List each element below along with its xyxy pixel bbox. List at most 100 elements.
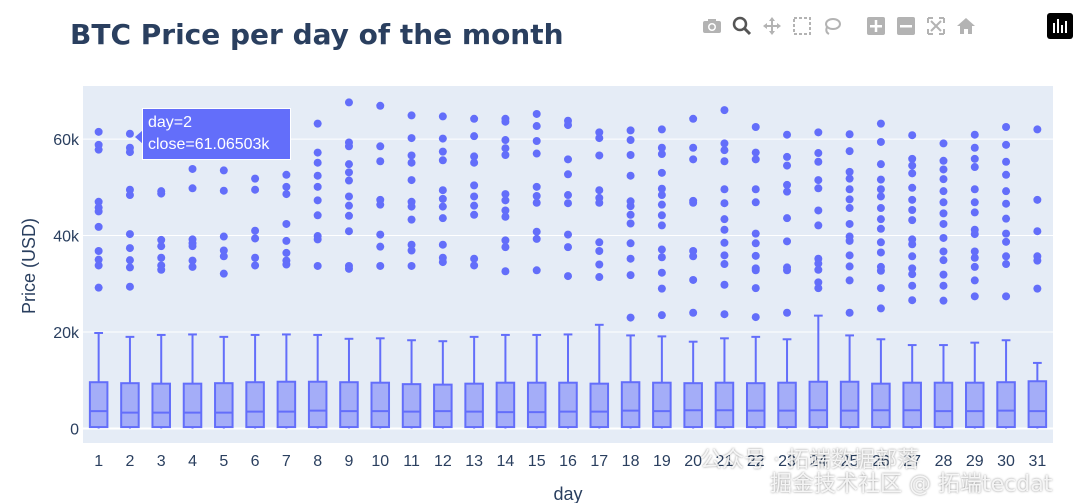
outlier-point: [407, 261, 416, 270]
outlier-point: [626, 171, 635, 180]
outlier-point: [970, 154, 979, 163]
box-day-29: [965, 130, 985, 429]
outlier-point: [188, 262, 197, 271]
outlier-point: [939, 165, 948, 174]
outlier-point: [438, 214, 447, 223]
outlier-point: [908, 131, 917, 140]
box-iqr: [245, 381, 265, 429]
x-tick-label: 14: [497, 453, 515, 470]
box-day-24: [808, 128, 829, 429]
outlier-point: [657, 125, 666, 134]
outlier-point: [814, 259, 823, 268]
outlier-point: [251, 261, 260, 270]
outlier-point: [344, 176, 353, 185]
outlier-point: [282, 236, 291, 245]
outlier-point: [470, 201, 479, 210]
box-iqr: [902, 381, 922, 429]
outlier-point: [814, 184, 823, 193]
x-tick-label: 5: [219, 453, 228, 470]
box-day-10: [370, 101, 391, 429]
x-tick-label: 1: [94, 453, 103, 470]
outlier-point: [939, 209, 948, 218]
outlier-point: [814, 221, 823, 230]
outlier-point: [876, 224, 885, 233]
x-tick-label: 15: [528, 453, 546, 470]
outlier-point: [814, 278, 823, 287]
plotly-logo-icon[interactable]: [1047, 13, 1073, 39]
x-tick-label: 23: [778, 453, 796, 470]
y-axis-label: Price (USD): [19, 218, 39, 314]
box-iqr: [683, 382, 703, 429]
zoom-out-icon[interactable]: [894, 14, 918, 38]
outlier-point: [470, 132, 479, 141]
outlier-point: [376, 200, 385, 209]
pan-icon[interactable]: [760, 14, 784, 38]
outlier-point: [407, 151, 416, 160]
outlier-point: [188, 164, 197, 173]
outlier-point: [313, 211, 322, 220]
camera-icon[interactable]: [700, 14, 724, 38]
box-iqr: [714, 381, 735, 429]
outlier-point: [438, 240, 447, 249]
outlier-point: [376, 242, 385, 251]
box-select-icon[interactable]: [790, 14, 814, 38]
outlier-point: [438, 156, 447, 165]
outlier-point: [626, 150, 635, 159]
box-iqr: [339, 381, 359, 429]
outlier-point: [783, 266, 792, 275]
outlier-point: [157, 242, 166, 251]
outlier-point: [438, 258, 447, 267]
box-iqr: [88, 381, 109, 429]
outlier-point: [970, 208, 979, 217]
zoom-in-icon[interactable]: [864, 14, 888, 38]
outlier-point: [470, 181, 479, 190]
outlier-point: [626, 239, 635, 248]
hover-tooltip: day=2 close=61.06503k: [142, 108, 291, 160]
outlier-point: [251, 253, 260, 262]
outlier-point: [845, 130, 854, 139]
outlier-point: [1002, 140, 1011, 149]
zoom-icon[interactable]: [730, 14, 754, 38]
lasso-icon[interactable]: [820, 14, 844, 38]
outlier-point: [501, 150, 510, 159]
x-tick-label: 30: [997, 453, 1015, 470]
outlier-point: [908, 216, 917, 225]
outlier-point: [344, 168, 353, 177]
outlier-point: [344, 211, 353, 220]
outlier-point: [939, 175, 948, 184]
outlier-point: [657, 211, 666, 220]
box-iqr: [996, 381, 1016, 429]
outlier-point: [970, 130, 979, 139]
box-iqr: [589, 382, 610, 429]
outlier-point: [939, 233, 948, 242]
outlier-point: [970, 230, 979, 239]
box-iqr: [745, 382, 766, 429]
outlier-point: [1002, 260, 1011, 269]
outlier-point: [939, 296, 948, 305]
outlier-point: [125, 230, 134, 239]
x-tick-label: 10: [371, 453, 389, 470]
outlier-point: [470, 192, 479, 201]
outlier-point: [532, 198, 541, 207]
outlier-point: [219, 186, 228, 195]
outlier-point: [407, 111, 416, 120]
outlier-point: [1002, 199, 1011, 208]
outlier-point: [783, 308, 792, 317]
tooltip-close: close=61.06503k: [148, 136, 270, 153]
x-tick-label: 17: [590, 453, 608, 470]
outlier-point: [282, 190, 291, 199]
outlier-point: [595, 238, 604, 247]
autoscale-icon[interactable]: [924, 14, 948, 38]
outlier-point: [845, 308, 854, 317]
outlier-point: [344, 142, 353, 151]
outlier-point: [407, 202, 416, 211]
outlier-point: [845, 204, 854, 213]
outlier-point: [876, 119, 885, 128]
x-tick-label: 4: [188, 453, 197, 470]
outlier-point: [626, 202, 635, 211]
outlier-point: [532, 149, 541, 158]
outlier-point: [876, 304, 885, 313]
outlier-point: [157, 189, 166, 198]
outlier-point: [626, 271, 635, 280]
home-icon[interactable]: [954, 14, 978, 38]
